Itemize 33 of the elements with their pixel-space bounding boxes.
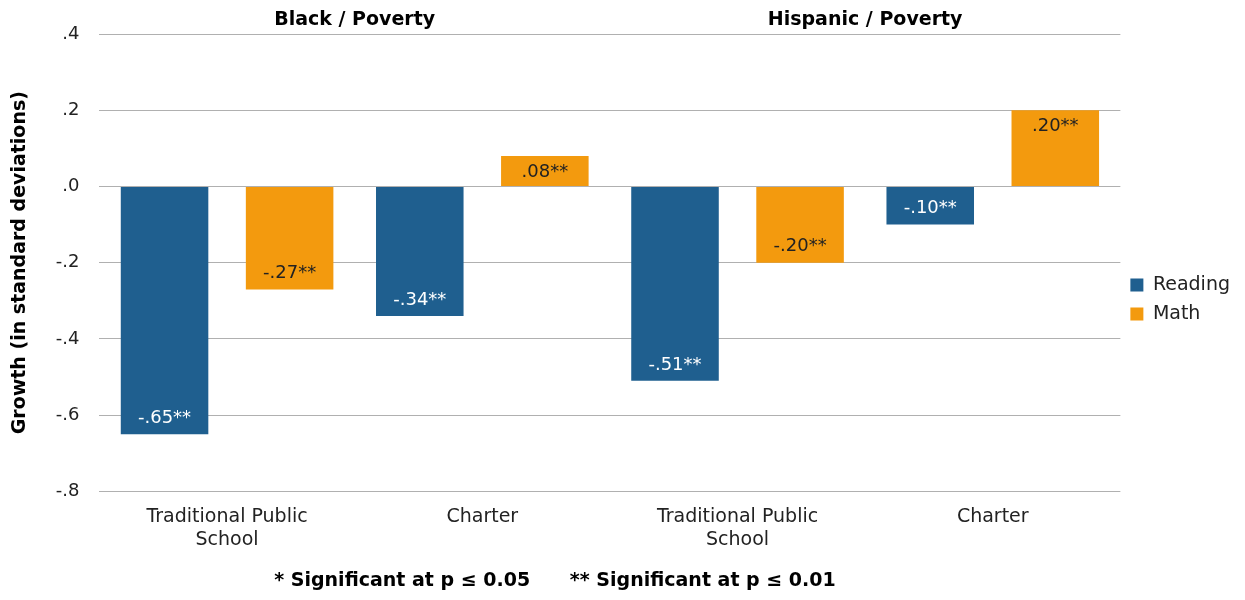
bar bbox=[120, 186, 209, 435]
x-tick-label: Charter bbox=[446, 503, 519, 526]
bar bbox=[245, 186, 334, 290]
data-label: -.65** bbox=[137, 405, 192, 427]
data-label: .08** bbox=[521, 159, 569, 181]
text: * Significant at p ≤ 0.05 ** Significant at p ≤ 0.01 bbox=[273, 568, 837, 590]
text: Hispanic / Poverty bbox=[767, 6, 964, 29]
data-label: -.10** bbox=[903, 196, 957, 218]
data-label: -.34** bbox=[393, 287, 447, 309]
y-tick-label: .4 bbox=[62, 21, 80, 43]
bar bbox=[631, 186, 719, 381]
y-tick-label: -.2 bbox=[55, 250, 80, 272]
data-label: .20** bbox=[1031, 113, 1079, 135]
bar bbox=[886, 186, 975, 225]
y-tick-label: .2 bbox=[62, 97, 80, 119]
x-tick-label: Traditional Public School bbox=[655, 503, 819, 549]
data-label: -.27** bbox=[263, 261, 317, 283]
bar bbox=[1011, 110, 1100, 186]
legend-label: Math bbox=[1152, 300, 1201, 323]
y-tick-label: -.8 bbox=[55, 479, 80, 501]
x-tick-label: Charter bbox=[956, 503, 1029, 526]
bar bbox=[501, 155, 589, 186]
data-label: -.20** bbox=[773, 234, 827, 256]
text: Black / Poverty bbox=[274, 6, 436, 29]
y-axis-title: Growth (in standard deviations) bbox=[7, 91, 30, 435]
x-tick-label: Traditional Public School bbox=[145, 503, 308, 549]
y-tick-label: .0 bbox=[62, 174, 80, 196]
y-tick-label: -.6 bbox=[55, 402, 80, 424]
bar bbox=[756, 186, 844, 263]
legend-label: Reading bbox=[1152, 271, 1230, 294]
y-tick-label: -.4 bbox=[55, 326, 80, 348]
bar bbox=[376, 186, 464, 317]
data-label: -.51** bbox=[648, 352, 702, 374]
